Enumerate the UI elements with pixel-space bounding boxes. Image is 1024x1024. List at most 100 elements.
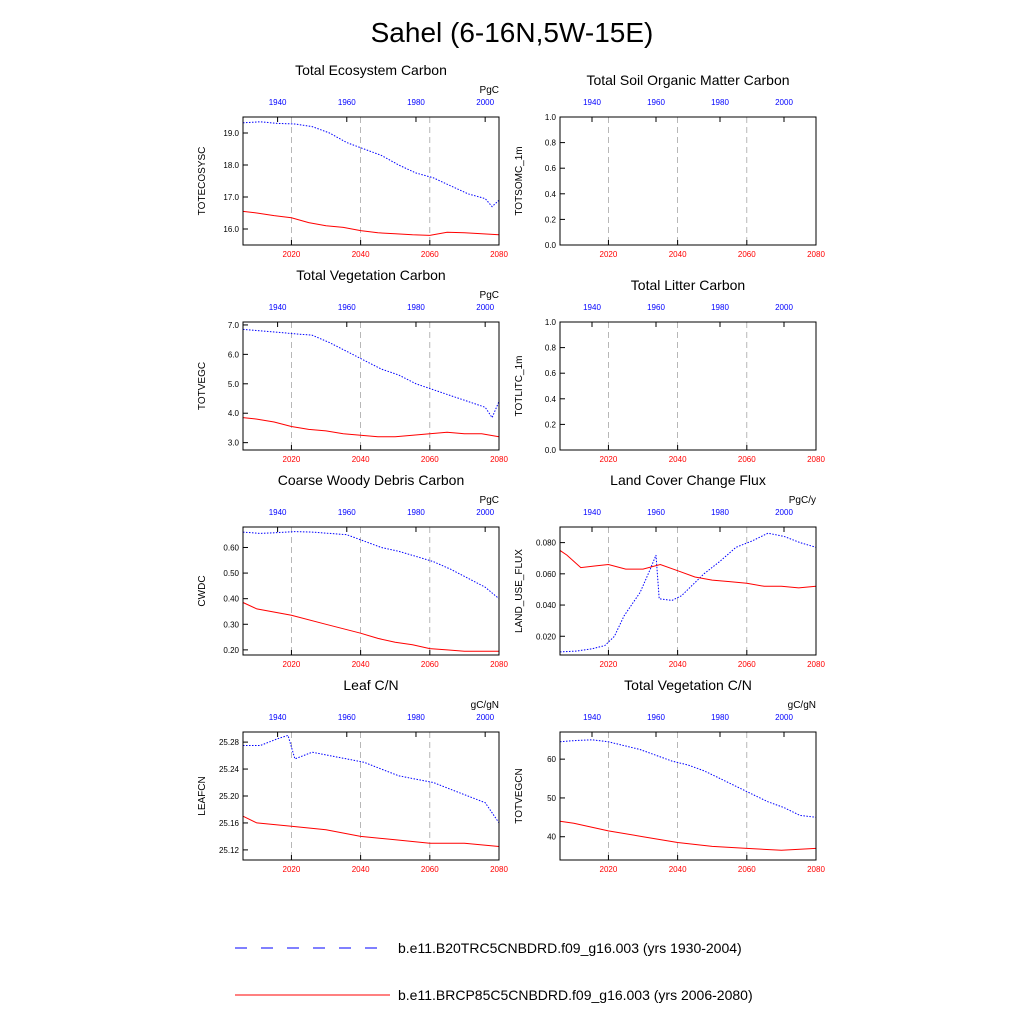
x-top-tick-label: 1960 (647, 303, 665, 312)
x-top-tick-label: 1960 (338, 713, 356, 722)
x-bottom-tick-label: 2040 (669, 455, 687, 464)
plot-frame (559, 526, 817, 656)
x-bottom-tick-label: 2020 (600, 660, 618, 669)
y-tick-label: 0.2 (545, 420, 557, 429)
y-tick-label: 25.16 (219, 819, 240, 828)
y-tick-label: 25.20 (219, 792, 240, 801)
y-axis-label: LEAFCN (197, 776, 208, 815)
x-top-tick-label: 1960 (338, 303, 356, 312)
x-bottom-tick-label: 2080 (807, 455, 825, 464)
x-bottom-tick-label: 2080 (490, 865, 508, 874)
x-top-tick-label: 2000 (775, 303, 793, 312)
x-top-tick-label: 1940 (583, 508, 601, 517)
series-future-line (242, 210, 500, 236)
panel-0: 16.0 17.0 18.0 19.0 2020 2040 2060 2080 1940 1960… (197, 62, 508, 259)
plot-frame (559, 116, 817, 246)
x-bottom-tick-label: 2040 (352, 865, 370, 874)
panel-title: Total Ecosystem Carbon (295, 62, 447, 78)
panel-title: Land Cover Change Flux (610, 472, 766, 488)
legend: b.e11.B20TRC5CNBDRD.f09_g16.003 (yrs 193… (235, 940, 753, 1003)
series-historical-line (242, 328, 500, 419)
x-top-tick-label: 1940 (269, 713, 287, 722)
units-label: PgC/y (789, 495, 816, 506)
y-tick-label: 25.12 (219, 846, 240, 855)
plot-frame (559, 731, 817, 861)
x-top-tick-label: 1980 (711, 303, 729, 312)
y-tick-label: 25.24 (219, 765, 240, 774)
panels: 16.0 17.0 18.0 19.0 2020 2040 2060 2080 1940 1960… (197, 62, 825, 874)
y-axis-label: TOTECOSYSC (197, 147, 208, 216)
series-historical-line (559, 739, 817, 818)
x-top-tick-label: 2000 (775, 508, 793, 517)
series-historical-line (243, 734, 500, 824)
x-bottom-tick-label: 2020 (283, 455, 301, 464)
panel-2: 3.0 4.0 5.0 6.0 7.0 2020 2040 2060 2080 1940 1960 1… (197, 267, 508, 464)
units-label: PgC (480, 290, 499, 301)
x-top-tick-label: 1940 (583, 713, 601, 722)
x-top-tick-label: 1960 (647, 98, 665, 107)
x-top-tick-label: 2000 (476, 98, 494, 107)
y-tick-label: 17.0 (223, 193, 239, 202)
panel-title: Coarse Woody Debris Carbon (278, 472, 465, 488)
y-tick-label: 0.060 (536, 570, 557, 579)
x-top-tick-label: 1980 (711, 98, 729, 107)
y-tick-label: 0.6 (545, 369, 557, 378)
units-label: gC/gN (788, 700, 816, 711)
x-top-tick-label: 1960 (338, 508, 356, 517)
plot-frame (242, 526, 500, 656)
y-tick-label: 7.0 (228, 321, 240, 330)
series-historical-line (559, 532, 817, 653)
panel-7: 40 50 60 2020 2040 2060 2080 1940 1960 1980 2000 To… (514, 677, 825, 874)
x-top-tick-label: 1980 (711, 508, 729, 517)
series-future-line (242, 815, 500, 847)
x-bottom-tick-label: 2080 (807, 250, 825, 259)
series-future-line (242, 417, 500, 438)
y-tick-label: 18.0 (223, 161, 239, 170)
y-tick-label: 0.60 (223, 543, 239, 552)
panel-title: Total Vegetation C/N (624, 677, 752, 693)
y-tick-label: 0.50 (223, 569, 239, 578)
x-bottom-tick-label: 2020 (600, 250, 618, 259)
units-label: gC/gN (471, 700, 499, 711)
y-axis-label: TOTLITC_1m (514, 356, 525, 417)
panel-title: Total Litter Carbon (631, 277, 745, 293)
x-top-tick-label: 1980 (407, 303, 425, 312)
x-bottom-tick-label: 2060 (738, 660, 756, 669)
x-top-tick-label: 2000 (775, 713, 793, 722)
y-tick-label: 4.0 (228, 409, 240, 418)
x-top-tick-label: 2000 (775, 98, 793, 107)
x-bottom-tick-label: 2040 (669, 865, 687, 874)
x-top-tick-label: 1940 (269, 98, 287, 107)
y-tick-label: 0.040 (536, 601, 557, 610)
y-tick-label: 50 (547, 794, 556, 803)
y-tick-label: 0.080 (536, 539, 557, 548)
x-bottom-tick-label: 2060 (421, 250, 439, 259)
y-tick-label: 0.2 (545, 215, 557, 224)
y-axis-label: TOTSOMC_1m (514, 146, 525, 215)
panel-title: Total Vegetation Carbon (296, 267, 445, 283)
y-tick-label: 0.30 (223, 620, 239, 629)
x-top-tick-label: 2000 (476, 713, 494, 722)
x-bottom-tick-label: 2060 (738, 455, 756, 464)
plot-frame (242, 321, 500, 451)
panel-title: Total Soil Organic Matter Carbon (586, 72, 789, 88)
x-bottom-tick-label: 2080 (807, 660, 825, 669)
y-tick-label: 0.0 (545, 241, 557, 250)
x-bottom-tick-label: 2060 (738, 250, 756, 259)
x-bottom-tick-label: 2020 (600, 865, 618, 874)
x-bottom-tick-label: 2040 (352, 250, 370, 259)
y-tick-label: 0.8 (545, 344, 557, 353)
x-bottom-tick-label: 2060 (421, 660, 439, 669)
x-top-tick-label: 2000 (476, 303, 494, 312)
y-tick-label: 0.020 (536, 632, 557, 641)
figure-title: Sahel (6-16N,5W-15E) (371, 17, 654, 48)
plot-frame (242, 731, 500, 861)
y-tick-label: 0.20 (223, 646, 239, 655)
x-bottom-tick-label: 2020 (283, 250, 301, 259)
x-top-tick-label: 2000 (476, 508, 494, 517)
panel-title: Leaf C/N (343, 677, 398, 693)
series-future-line (559, 549, 817, 589)
x-bottom-tick-label: 2020 (600, 455, 618, 464)
x-top-tick-label: 1980 (407, 98, 425, 107)
y-tick-label: 40 (547, 833, 556, 842)
